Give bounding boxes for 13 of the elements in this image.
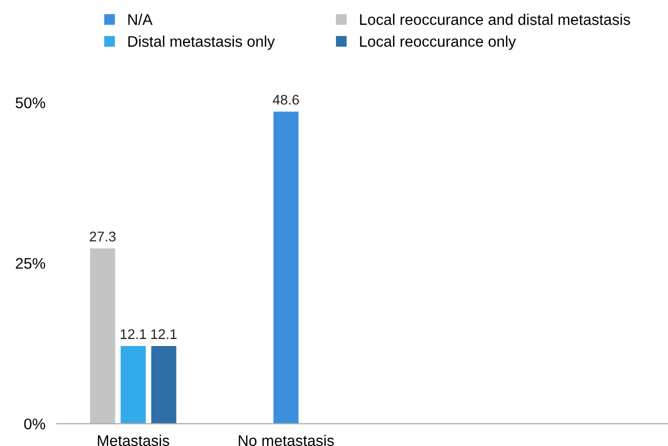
legend-label: Local reoccurance only (360, 36, 516, 50)
data-label: 48.6 (272, 94, 299, 105)
y-tick-label: 50% (16, 97, 46, 108)
x-tick-label: No metastasis (238, 434, 334, 446)
legend-label: Local reoccurance and distal metastasis (360, 14, 630, 25)
data-label: 27.3 (90, 232, 116, 242)
x-tick-label: Metastasis (98, 434, 170, 446)
data-label: 12.1 (151, 329, 177, 339)
data-label: 12.1 (120, 329, 146, 339)
y-tick-label: 0% (24, 418, 46, 430)
legend-label: N/A (128, 14, 153, 25)
y-tick-label: 25% (16, 258, 46, 269)
legend-label: Distal metastasis only (128, 36, 275, 50)
